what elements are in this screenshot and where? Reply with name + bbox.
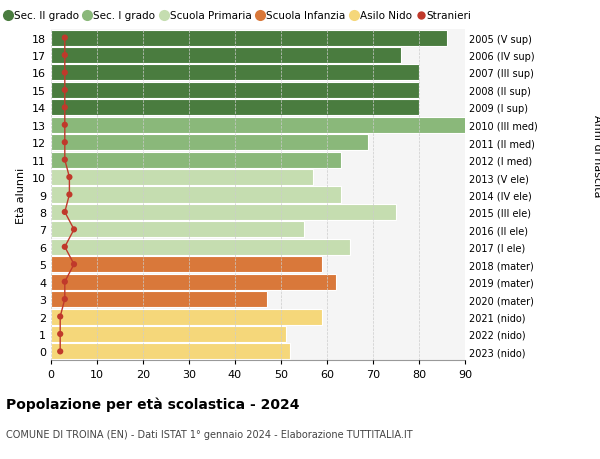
- Point: [60, 87, 70, 95]
- Point: [55, 330, 65, 338]
- Point: [55, 313, 65, 320]
- Bar: [51, 222, 304, 238]
- Point: [69, 261, 79, 269]
- Point: [60, 105, 70, 112]
- Bar: [51, 204, 396, 220]
- Point: [60, 209, 70, 216]
- Bar: [51, 326, 286, 342]
- Point: [60, 244, 70, 251]
- Legend: Sec. II grado, Sec. I grado, Scuola Primaria, Scuola Infanzia, Asilo Nido, Stran: Sec. II grado, Sec. I grado, Scuola Prim…: [5, 11, 472, 21]
- Point: [60, 157, 70, 164]
- Point: [60, 35, 70, 42]
- Point: [69, 226, 79, 234]
- Bar: [51, 31, 446, 46]
- Point: [60, 296, 70, 303]
- Point: [65, 191, 74, 199]
- Bar: [51, 170, 313, 186]
- Bar: [51, 65, 419, 81]
- Point: [55, 348, 65, 355]
- Text: Popolazione per età scolastica - 2024: Popolazione per età scolastica - 2024: [6, 397, 299, 412]
- Bar: [51, 239, 350, 255]
- Bar: [51, 48, 401, 64]
- Bar: [51, 257, 322, 273]
- Bar: [51, 135, 368, 151]
- Point: [60, 70, 70, 77]
- Bar: [51, 152, 341, 168]
- Bar: [51, 83, 419, 99]
- Text: Anni di nascita: Anni di nascita: [592, 115, 600, 197]
- Bar: [51, 274, 336, 290]
- Point: [60, 52, 70, 60]
- Point: [60, 122, 70, 129]
- Y-axis label: Età alunni: Età alunni: [16, 167, 26, 223]
- Bar: [51, 187, 341, 203]
- Text: COMUNE DI TROINA (EN) - Dati ISTAT 1° gennaio 2024 - Elaborazione TUTTITALIA.IT: COMUNE DI TROINA (EN) - Dati ISTAT 1° ge…: [6, 429, 413, 439]
- Point: [60, 139, 70, 146]
- Bar: [51, 344, 290, 359]
- Point: [65, 174, 74, 181]
- Bar: [51, 291, 267, 308]
- Bar: [51, 118, 470, 134]
- Bar: [51, 309, 322, 325]
- Bar: [51, 100, 419, 116]
- Point: [60, 278, 70, 285]
